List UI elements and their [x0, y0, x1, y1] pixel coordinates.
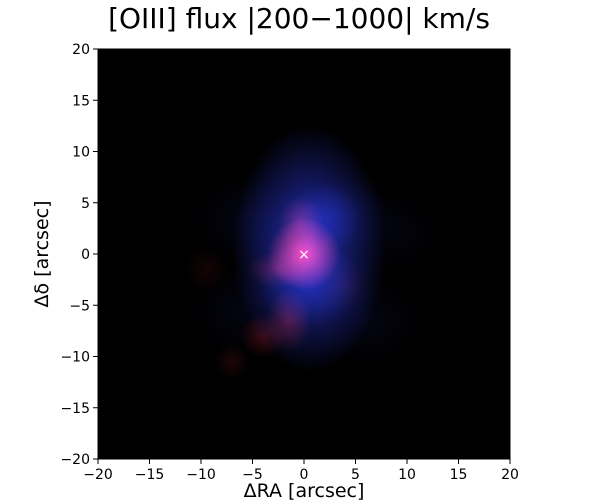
y-tick-label: −10	[60, 350, 90, 366]
y-tick-label: 20	[72, 42, 90, 58]
emission-blob	[191, 265, 283, 356]
x-axis-label: ΔRA [arcsec]	[243, 480, 365, 502]
x-tick-label: −10	[186, 467, 216, 483]
y-tick-label: −5	[69, 298, 90, 314]
x-tick-label: 10	[398, 467, 416, 483]
x-tick-label: 15	[450, 467, 468, 483]
y-tick-label: −15	[60, 401, 90, 417]
y-tick-label: 5	[81, 196, 90, 212]
x-tick-label: −20	[83, 467, 113, 483]
y-tick-label: 10	[72, 145, 90, 161]
x-tick-label: 20	[501, 467, 519, 483]
chart-title: [OIII] flux |200−1000| km/s	[108, 2, 490, 35]
x-tick-label: 0	[300, 467, 309, 483]
x-tick-label: −15	[135, 467, 165, 483]
x-tick-label: 5	[351, 467, 360, 483]
emission-blob	[190, 173, 304, 264]
y-tick-label: 15	[72, 93, 90, 109]
x-tick-label: −5	[242, 467, 263, 483]
y-axis-label: Δδ [arcsec]	[31, 200, 53, 308]
center-marker: ×	[298, 247, 310, 263]
emission-channel-1	[190, 124, 438, 373]
emission-blob	[355, 192, 438, 275]
emission-blob	[309, 275, 423, 366]
y-tick-label: 0	[81, 247, 90, 263]
y-tick-label: −20	[60, 452, 90, 468]
